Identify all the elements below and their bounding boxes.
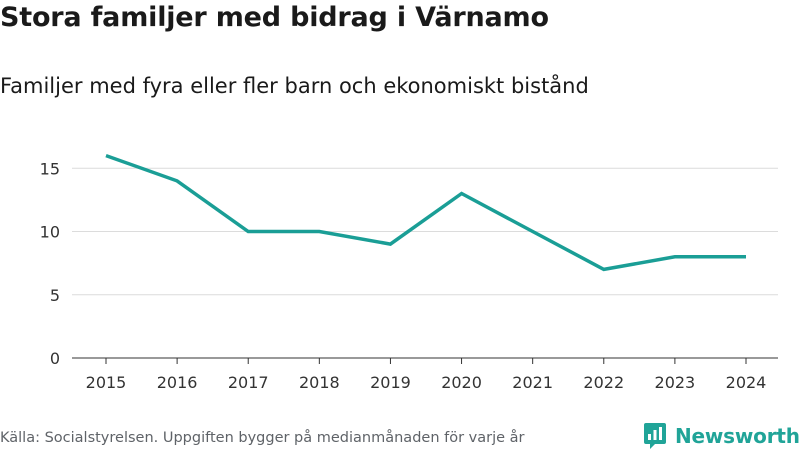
x-tick-label-2019: 2019 xyxy=(370,373,411,392)
x-tick-label-2016: 2016 xyxy=(157,373,198,392)
gridlines xyxy=(72,168,778,295)
tick-labels: 0 5 10 15 2015 2016 2017 2018 2019 2020 2021 2022 20… xyxy=(40,159,767,392)
x-tick-label-2023: 2023 xyxy=(655,373,696,392)
brand-name: Newsworthy xyxy=(675,424,800,448)
x-tick-label-2024: 2024 xyxy=(726,373,767,392)
series-line-0 xyxy=(106,156,746,270)
newsworthy-logo-icon xyxy=(643,422,667,450)
y-tick-label-10: 10 xyxy=(40,223,60,242)
x-tick-label-2021: 2021 xyxy=(512,373,553,392)
y-tick-label-5: 5 xyxy=(50,286,60,305)
x-tick-label-2022: 2022 xyxy=(583,373,624,392)
x-tick-label-2020: 2020 xyxy=(441,373,482,392)
x-tick-label-2015: 2015 xyxy=(86,373,127,392)
axes xyxy=(72,358,778,364)
x-tick-label-2018: 2018 xyxy=(299,373,340,392)
x-tick-label-2017: 2017 xyxy=(228,373,269,392)
brand-logo[interactable]: Newsworthy xyxy=(643,421,800,451)
source-note: Källa: Socialstyrelsen. Uppgiften bygger… xyxy=(0,430,525,446)
y-tick-label-15: 15 xyxy=(40,159,60,178)
series-lines xyxy=(106,156,746,270)
y-tick-label-0: 0 xyxy=(50,349,60,368)
